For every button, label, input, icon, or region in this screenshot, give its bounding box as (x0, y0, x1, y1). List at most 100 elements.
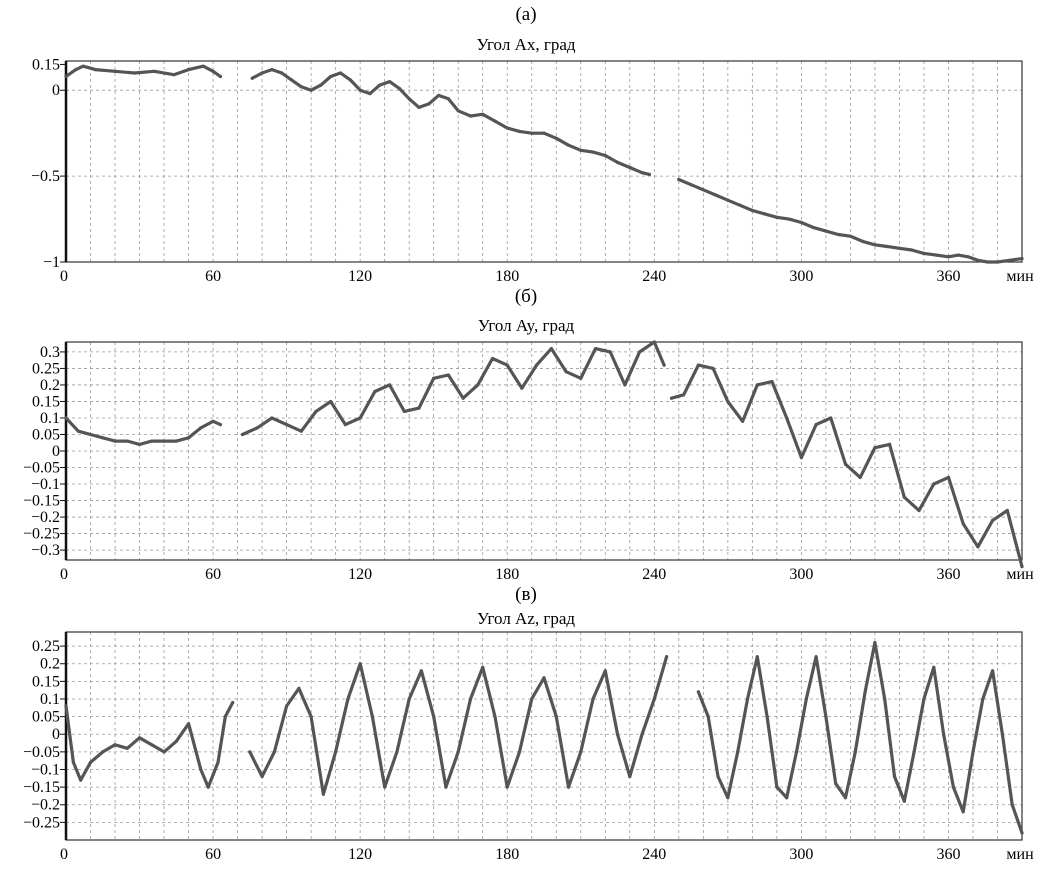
data-point (530, 131, 534, 135)
y-tick-label: −0.1 (31, 761, 60, 778)
data-point (260, 774, 264, 779)
data-point (218, 74, 222, 79)
data-point (794, 750, 799, 754)
data-point (873, 446, 877, 450)
data-point (682, 393, 686, 397)
data-point (309, 88, 313, 92)
data-point (799, 220, 804, 225)
data-point (125, 746, 129, 750)
data-point (125, 439, 129, 443)
data-point (432, 376, 436, 380)
data-point (113, 439, 117, 443)
data-point (922, 697, 926, 701)
y-tick-label: 0.2 (40, 377, 60, 394)
data-point (150, 743, 154, 747)
data-point (888, 442, 892, 446)
data-point (468, 697, 473, 701)
data-point (824, 229, 828, 233)
x-tick-label: 180 (495, 268, 519, 285)
data-point (334, 750, 338, 754)
data-point (101, 750, 105, 754)
data-point (566, 143, 571, 147)
data-point (299, 85, 303, 89)
data-point (319, 83, 323, 87)
x-tick-label: 360 (936, 566, 960, 583)
series-line-3 (696, 641, 1024, 835)
data-point (419, 669, 423, 673)
data-point (81, 64, 85, 68)
data-point (711, 366, 715, 370)
data-point (79, 778, 83, 782)
data-point (608, 350, 612, 354)
data-point (843, 462, 848, 466)
data-point (505, 126, 509, 130)
data-point (314, 409, 318, 413)
series-line-2 (240, 340, 666, 437)
data-point (961, 522, 965, 526)
x-tick-label: 240 (642, 846, 666, 863)
panel-label: (б) (515, 286, 537, 307)
data-point (417, 406, 421, 410)
data-point (922, 251, 926, 255)
data-point (804, 697, 808, 701)
data-point (716, 774, 720, 779)
data-point (542, 131, 546, 135)
data-point (1020, 565, 1024, 569)
y-tick-label: −0.15 (23, 493, 60, 510)
data-point (329, 74, 333, 79)
data-point (368, 92, 372, 96)
data-point (174, 439, 178, 443)
x-tick-label: 300 (789, 268, 813, 285)
data-point (321, 792, 325, 796)
y-tick-label: −1 (43, 254, 60, 271)
y-tick-label: 0 (52, 82, 60, 99)
data-point (388, 383, 392, 387)
data-point (231, 700, 235, 705)
data-point (736, 750, 740, 754)
data-point (726, 399, 730, 404)
x-tick-label: 240 (642, 566, 666, 583)
data-point (932, 482, 936, 486)
data-point (714, 193, 718, 197)
data-point (338, 71, 343, 75)
data-point (765, 715, 769, 719)
data-point (71, 760, 75, 765)
data-point (640, 171, 644, 175)
data-point (1005, 508, 1009, 513)
y-tick-label: 0.25 (32, 360, 60, 377)
data-point (836, 232, 840, 237)
data-point (250, 76, 254, 80)
data-point (150, 439, 154, 443)
data-point (917, 508, 921, 513)
data-point (738, 203, 742, 207)
data-point (456, 750, 460, 754)
data-point (270, 68, 274, 72)
x-tick-label: 60 (205, 268, 221, 285)
data-point (812, 226, 816, 230)
y-tick-label: −0.5 (31, 168, 60, 185)
data-point (137, 736, 142, 740)
data-point (991, 669, 995, 673)
data-point (348, 78, 352, 82)
data-point (549, 347, 554, 351)
data-point (863, 690, 867, 694)
data-point (64, 416, 68, 420)
data-point (564, 370, 568, 374)
plot-area (66, 342, 1022, 560)
data-point (976, 545, 980, 549)
data-point (187, 68, 191, 72)
data-point (289, 78, 294, 82)
data-point (689, 183, 693, 187)
data-point (255, 426, 259, 430)
data-point (358, 662, 362, 666)
data-point (912, 750, 916, 754)
data-point (358, 88, 362, 92)
data-point (407, 97, 411, 101)
data-point (701, 188, 705, 192)
data-point (395, 750, 399, 754)
chart-title: Угол Az, град (477, 609, 575, 628)
y-tick-label: −0.2 (31, 797, 60, 814)
x-tick-label: 300 (789, 846, 813, 863)
data-point (669, 396, 674, 400)
data-point (493, 119, 497, 123)
